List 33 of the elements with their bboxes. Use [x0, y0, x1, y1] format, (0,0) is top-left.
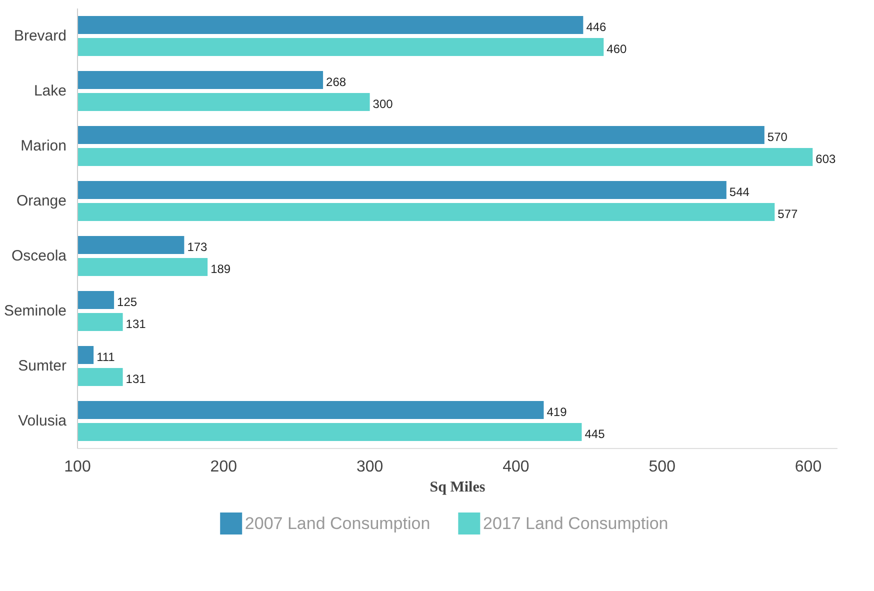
y-tick-label: Osceola [11, 248, 68, 264]
data-label: 300 [372, 97, 394, 111]
y-tick-label: Sumter [18, 358, 67, 374]
data-label: 570 [767, 130, 788, 144]
y-tick-label: Volusia [18, 412, 68, 430]
legend-label: 2017 Land Consumption [483, 514, 668, 533]
y-tick-label: Orange [16, 192, 67, 210]
x-tick-label: 300 [356, 458, 384, 476]
x-axis-title: Sq Miles [430, 480, 486, 496]
data-label: 173 [187, 240, 208, 254]
y-tick-label: Lake [34, 82, 67, 100]
x-tick-label: 500 [648, 458, 676, 476]
data-label: 268 [326, 75, 346, 89]
data-label: 603 [816, 152, 836, 166]
y-tick-label: Marion [20, 138, 67, 154]
x-tick-label: 100 [64, 458, 91, 476]
data-label: 544 [729, 185, 750, 199]
data-label: 577 [778, 207, 798, 221]
y-tick-label: Brevard [14, 28, 67, 44]
data-label: 460 [606, 42, 627, 56]
data-label: 111 [96, 350, 116, 364]
data-label: 131 [126, 372, 146, 386]
data-label: 125 [117, 295, 138, 309]
x-tick-label: 200 [210, 458, 238, 476]
data-label: 445 [584, 427, 606, 441]
data-label: 419 [546, 405, 568, 419]
data-label: 131 [126, 317, 146, 331]
legend-label: 2007 Land Consumption [244, 514, 430, 533]
x-tick-label: 600 [794, 458, 822, 476]
data-label: 189 [210, 262, 231, 276]
x-tick-label: 400 [502, 458, 530, 476]
data-label: 446 [586, 20, 607, 34]
y-tick-label: Seminole [4, 302, 67, 320]
